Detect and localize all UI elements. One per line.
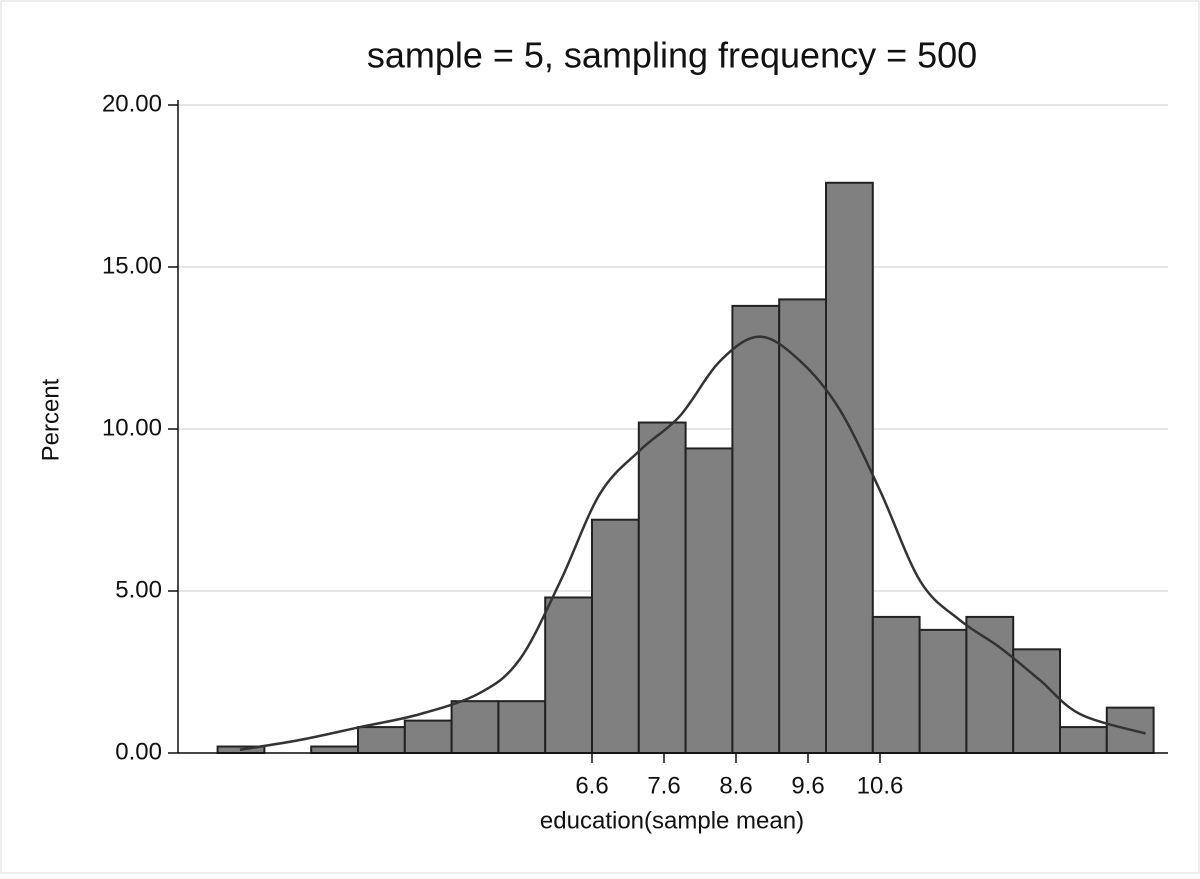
x-tick-label: 8.6 [719,772,752,799]
x-tick-label: 9.6 [791,772,824,799]
y-tick-label: 15.00 [102,252,162,279]
chart-title: sample = 5, sampling frequency = 500 [367,35,977,76]
y-tick-label: 10.00 [102,414,162,441]
bar [684,447,734,754]
bar [450,700,500,754]
bar [403,719,453,754]
bar [591,518,640,754]
y-tick-label: 5.00 [115,576,162,603]
bar [918,628,968,755]
bar [497,700,547,754]
x-axis-label: education(sample mean) [540,807,804,834]
bar [1059,726,1108,755]
x-tick-label: 7.6 [647,772,680,799]
bar [825,181,874,754]
density-curve [239,335,1147,751]
y-tick-label: 0.00 [115,738,162,765]
bar [357,726,406,755]
bar [1012,648,1062,755]
bar [731,304,781,754]
x-tick-label: 6.6 [575,772,608,799]
bar [310,745,360,755]
bar [544,596,594,754]
y-tick-label: 20.00 [102,90,162,117]
bar [871,615,921,754]
x-tick-label: 10.6 [857,772,904,799]
bar [965,615,1015,754]
y-axis-label: Percent [37,378,64,461]
bar [778,298,828,754]
bar [637,421,687,754]
